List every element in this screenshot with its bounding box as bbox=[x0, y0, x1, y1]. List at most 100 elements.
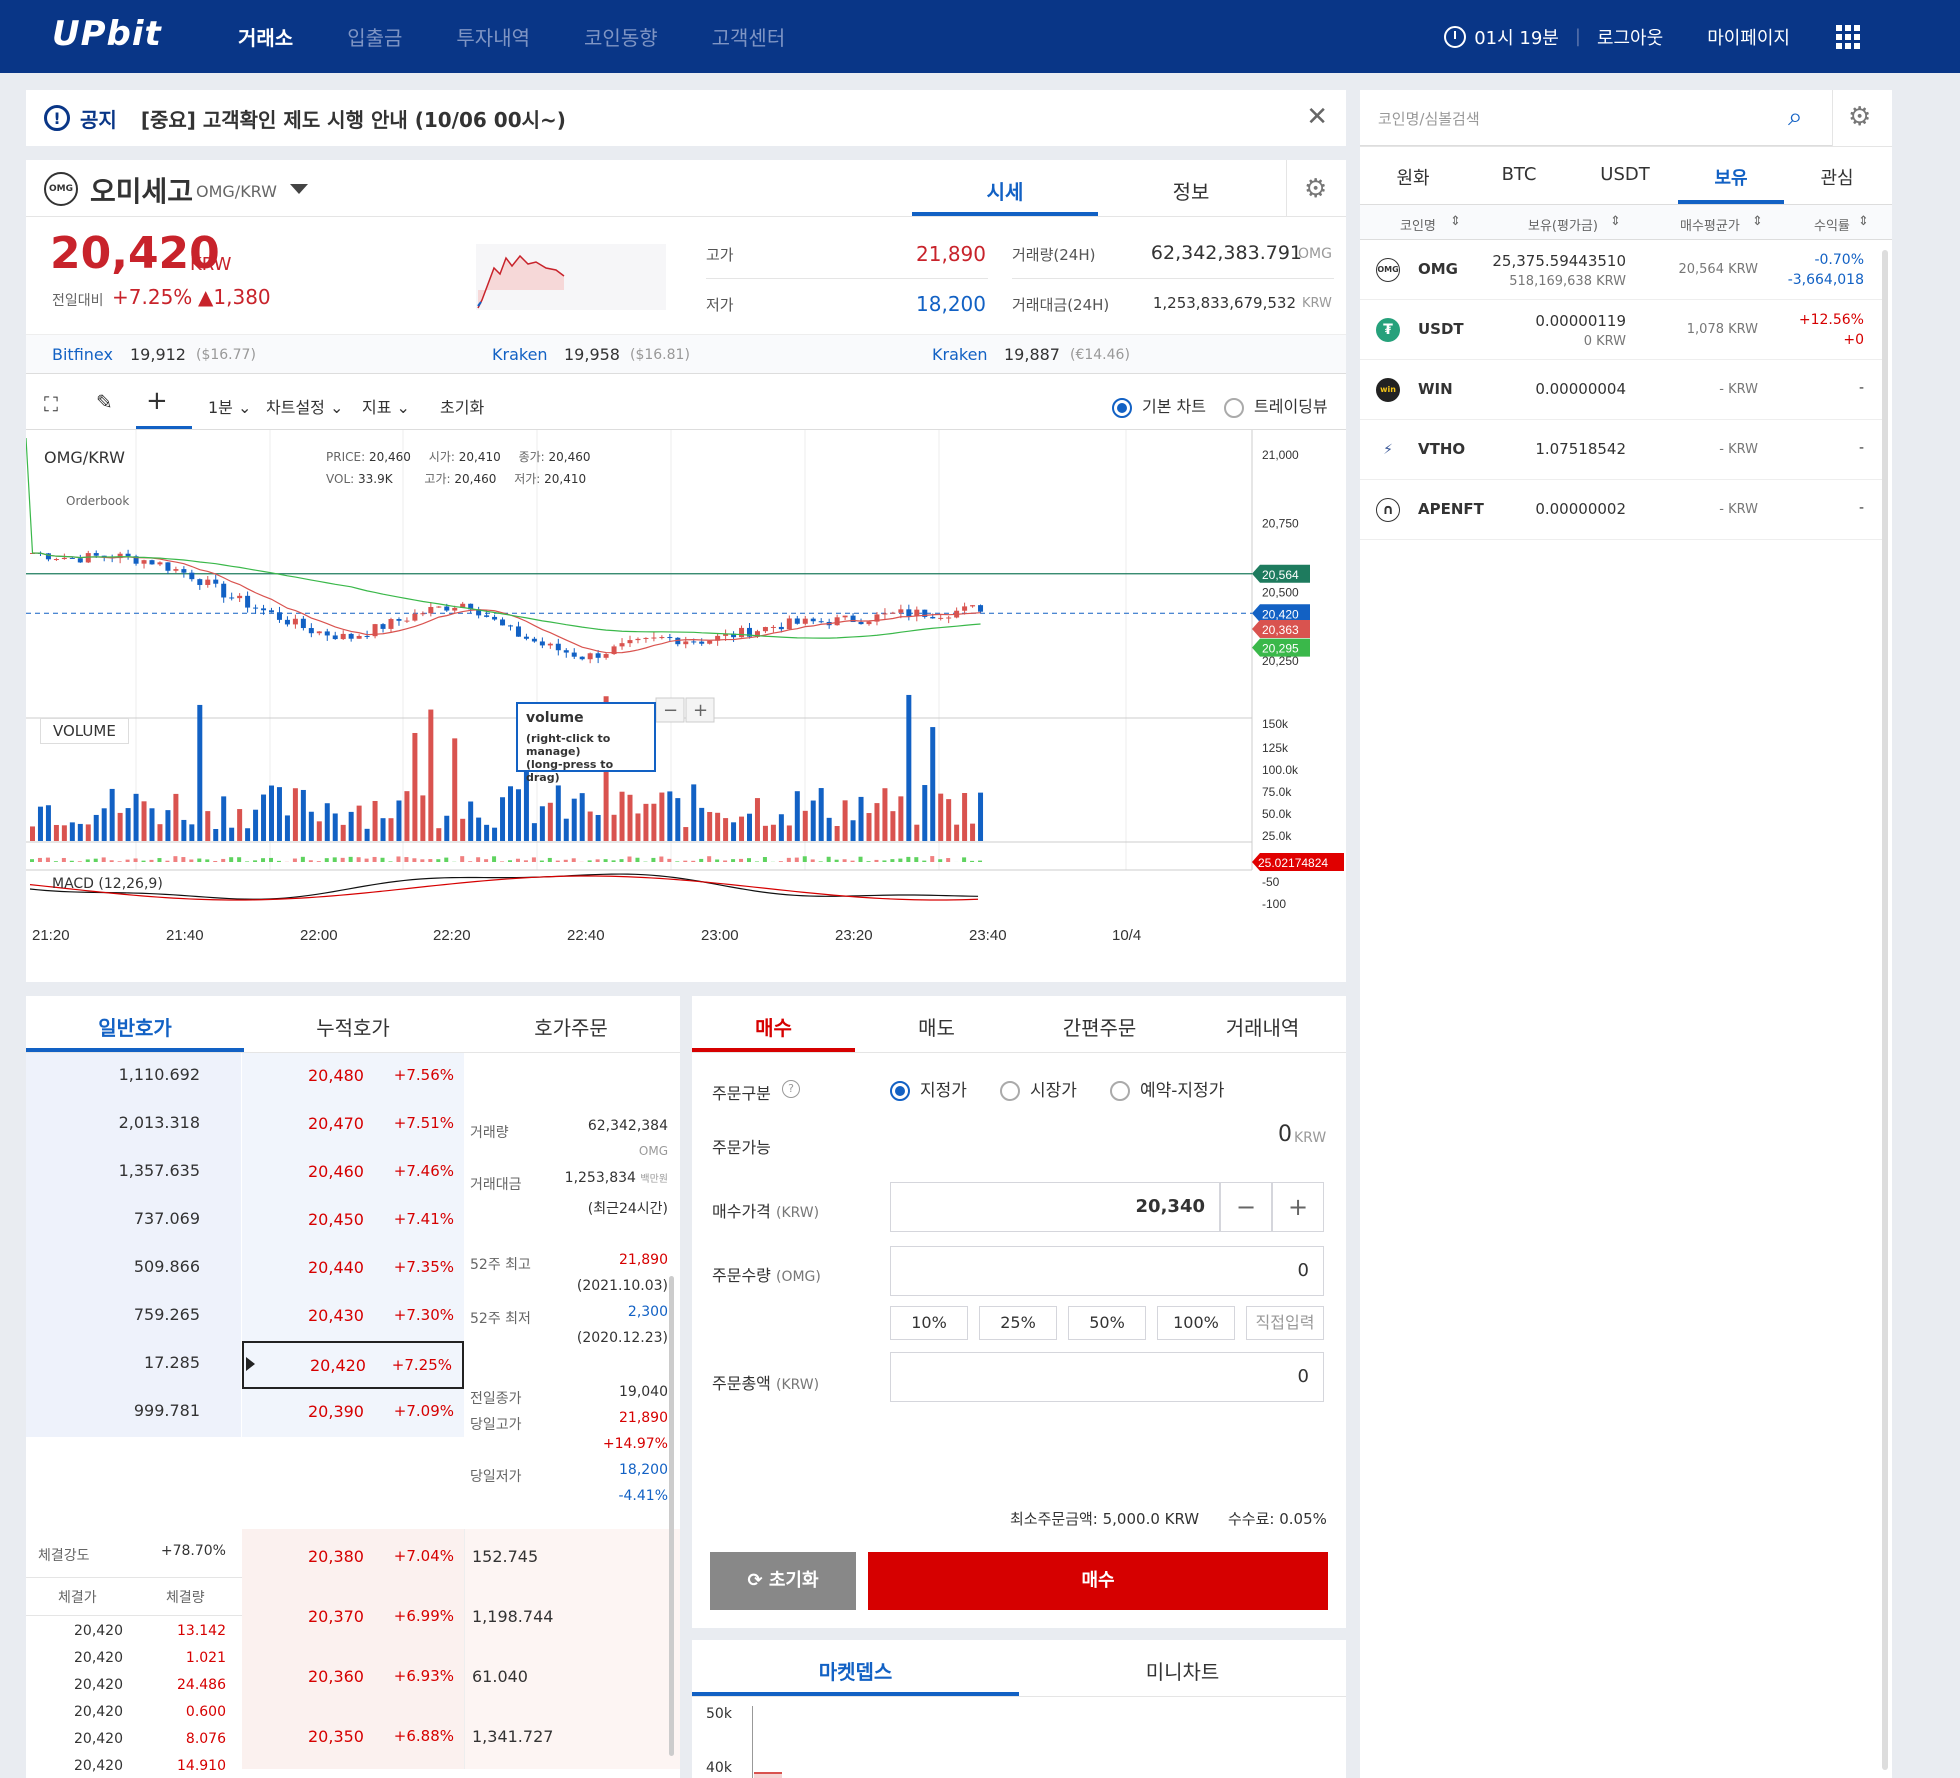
chart-reset-button[interactable]: 초기화 bbox=[440, 398, 485, 417]
chart-settings-menu[interactable]: 차트설정 ⌄ bbox=[266, 398, 344, 417]
basic-chart-radio[interactable]: 기본 차트 bbox=[1112, 393, 1206, 418]
ask-price-cell[interactable]: 20,420 +7.25% bbox=[242, 1341, 464, 1389]
ask-price-cell[interactable]: 20,440 +7.35% bbox=[242, 1245, 464, 1293]
tradingview-radio[interactable]: 트레이딩뷰 bbox=[1224, 393, 1328, 418]
ask-price-cell[interactable]: 20,390 +7.09% bbox=[242, 1389, 464, 1437]
price-increase-button[interactable]: + bbox=[1272, 1182, 1324, 1232]
ask-row[interactable]: 17.285 20,420 +7.25% bbox=[26, 1341, 680, 1389]
ask-row[interactable]: 1,110.692 20,480 +7.56% bbox=[26, 1053, 680, 1101]
col-holding[interactable]: 보유(평가금) bbox=[1528, 219, 1598, 234]
col-return[interactable]: 수익률 bbox=[1814, 219, 1850, 234]
nav-support[interactable]: 고객센터 bbox=[711, 26, 786, 50]
close-icon[interactable]: ✕ bbox=[1306, 102, 1328, 132]
col-avg-price[interactable]: 매수평균가 bbox=[1680, 219, 1740, 234]
radio-reserved[interactable]: 예약-지정가 bbox=[1110, 1076, 1224, 1101]
tab-info[interactable]: 정보 bbox=[1172, 180, 1210, 204]
ask-price-cell[interactable]: 20,450 +7.41% bbox=[242, 1197, 464, 1245]
pencil-icon[interactable]: ✎ bbox=[96, 390, 113, 414]
notice-text[interactable]: [중요] 고객확인 제도 시행 안내 (10/06 00시~) bbox=[140, 107, 566, 132]
ask-price-cell[interactable]: 20,460 +7.46% bbox=[242, 1149, 464, 1197]
gear-icon[interactable]: ⚙ bbox=[1304, 174, 1328, 204]
chevron-down-icon[interactable] bbox=[290, 184, 308, 194]
basic-chart-label: 기본 차트 bbox=[1142, 397, 1206, 416]
orderbook-scrollbar[interactable] bbox=[669, 1276, 674, 1756]
gear-icon[interactable]: ⚙ bbox=[1848, 102, 1872, 132]
interval-select[interactable]: 1분 ⌄ bbox=[208, 398, 252, 417]
holding-row[interactable]: ₮ USDT 0.00000119 0 KRW 1,078 KRW +12.56% +0 bbox=[1360, 300, 1882, 360]
total-input[interactable]: 0 bbox=[890, 1352, 1324, 1402]
zoom-controls[interactable]: − + bbox=[655, 697, 715, 723]
bid-price-cell[interactable]: 20,370 +6.99% bbox=[242, 1589, 464, 1649]
radio-market[interactable]: 시장가 bbox=[1000, 1076, 1077, 1101]
tab-orderbook-order[interactable]: 호가주문 bbox=[534, 1016, 608, 1040]
nav-deposit[interactable]: 입출금 bbox=[347, 26, 403, 50]
divider bbox=[26, 216, 1346, 217]
pct-10-button[interactable]: 10% bbox=[890, 1306, 968, 1340]
ask-price-cell[interactable]: 20,470 +7.51% bbox=[242, 1101, 464, 1149]
pct-50-button[interactable]: 50% bbox=[1068, 1306, 1146, 1340]
volume-pane-label[interactable]: VOLUME bbox=[40, 718, 129, 744]
holding-row[interactable]: win WIN 0.00000004 - KRW - bbox=[1360, 360, 1882, 420]
nav-investments[interactable]: 투자내역 bbox=[456, 26, 531, 50]
candlestick-chart[interactable]: 21,000 20,750 20,500 20,250 20,564 20,420 20,3… bbox=[26, 430, 1346, 982]
bid-price-cell[interactable]: 20,350 +6.88% bbox=[242, 1709, 464, 1769]
ask-row[interactable]: 2,013.318 20,470 +7.51% bbox=[26, 1101, 680, 1149]
bid-price-cell[interactable]: 20,380 +7.04% bbox=[242, 1529, 464, 1589]
tab-general-orderbook[interactable]: 일반호가 bbox=[98, 1016, 172, 1040]
tab-favorites[interactable]: 관심 bbox=[1820, 168, 1854, 189]
ask-row[interactable]: 999.781 20,390 +7.09% bbox=[26, 1389, 680, 1437]
bid-row[interactable]: 20,350 +6.88% 1,341.727 bbox=[242, 1709, 680, 1769]
radio-limit[interactable]: 지정가 bbox=[890, 1076, 967, 1101]
search-input[interactable]: 코인명/심볼검색 bbox=[1360, 90, 1832, 146]
fullscreen-icon[interactable]: ⛶ bbox=[44, 392, 58, 416]
help-icon[interactable]: ? bbox=[782, 1080, 800, 1098]
quantity-input[interactable]: 0 bbox=[890, 1246, 1324, 1296]
ask-price-cell[interactable]: 20,430 +7.30% bbox=[242, 1293, 464, 1341]
tab-holdings[interactable]: 보유 bbox=[1714, 168, 1748, 189]
tab-cumulative-orderbook[interactable]: 누적호가 bbox=[316, 1016, 390, 1040]
tab-price[interactable]: 시세 bbox=[986, 180, 1024, 204]
coin-name[interactable]: 오미세고 bbox=[90, 175, 194, 208]
bid-price-cell[interactable]: 20,360 +6.93% bbox=[242, 1649, 464, 1709]
buy-button[interactable]: 매수 bbox=[868, 1552, 1328, 1610]
tab-sell[interactable]: 매도 bbox=[918, 1016, 955, 1040]
mypage-link[interactable]: 마이페이지 bbox=[1707, 27, 1790, 49]
holding-row[interactable]: ⚡ VTHO 1.07518542 - KRW - bbox=[1360, 420, 1882, 480]
tab-price-underline bbox=[912, 212, 1098, 216]
tab-market-depth[interactable]: 마켓뎁스 bbox=[818, 1660, 893, 1684]
ask-row[interactable]: 509.866 20,440 +7.35% bbox=[26, 1245, 680, 1293]
tab-usdt[interactable]: USDT bbox=[1600, 164, 1650, 185]
ask-row[interactable]: 759.265 20,430 +7.30% bbox=[26, 1293, 680, 1341]
direct-input-button[interactable]: 직접입력 bbox=[1246, 1306, 1324, 1340]
pct-100-button[interactable]: 100% bbox=[1157, 1306, 1235, 1340]
holding-row[interactable]: ∩ APENFT 0.00000002 - KRW - bbox=[1360, 480, 1882, 540]
holding-row[interactable]: OMG OMG 25,375.59443510 518,169,638 KRW 20,5… bbox=[1360, 240, 1882, 300]
ask-row[interactable]: 737.069 20,450 +7.41% bbox=[26, 1197, 680, 1245]
bid-row[interactable]: 20,380 +7.04% 152.745 bbox=[242, 1529, 680, 1589]
apps-grid-icon[interactable] bbox=[1836, 24, 1860, 49]
candle-body bbox=[292, 618, 298, 625]
tab-trade-history[interactable]: 거래내역 bbox=[1225, 1016, 1300, 1040]
nav-exchange[interactable]: 거래소 bbox=[238, 26, 294, 50]
tab-btc[interactable]: BTC bbox=[1501, 164, 1537, 185]
indicator-menu[interactable]: 지표 ⌄ bbox=[362, 398, 410, 417]
upbit-logo[interactable]: UPbit bbox=[52, 14, 162, 54]
price-input[interactable]: 20,340 bbox=[890, 1182, 1220, 1232]
ask-row[interactable]: 1,357.635 20,460 +7.46% bbox=[26, 1149, 680, 1197]
sidebar-scrollbar[interactable] bbox=[1882, 250, 1888, 1770]
bid-row[interactable]: 20,370 +6.99% 1,198.744 bbox=[242, 1589, 680, 1649]
nav-coin-trends[interactable]: 코인동향 bbox=[584, 26, 658, 50]
tab-buy[interactable]: 매수 bbox=[755, 1016, 792, 1040]
col-name[interactable]: 코인명 bbox=[1400, 219, 1436, 234]
tab-simple-order[interactable]: 간편주문 bbox=[1062, 1016, 1137, 1040]
crosshair-icon[interactable]: + bbox=[146, 386, 168, 416]
bid-row[interactable]: 20,360 +6.93% 61.040 bbox=[242, 1649, 680, 1709]
pct-25-button[interactable]: 25% bbox=[979, 1306, 1057, 1340]
ask-price-cell[interactable]: 20,480 +7.56% bbox=[242, 1053, 464, 1101]
tab-mini-chart[interactable]: 미니차트 bbox=[1145, 1660, 1220, 1684]
tab-krw[interactable]: 원화 bbox=[1396, 168, 1430, 189]
price-decrease-button[interactable]: − bbox=[1220, 1182, 1272, 1232]
search-icon[interactable]: ⌕ bbox=[1788, 102, 1803, 132]
reset-button[interactable]: ⟳ 초기화 bbox=[710, 1552, 856, 1610]
logout-link[interactable]: 로그아웃 bbox=[1596, 27, 1664, 49]
